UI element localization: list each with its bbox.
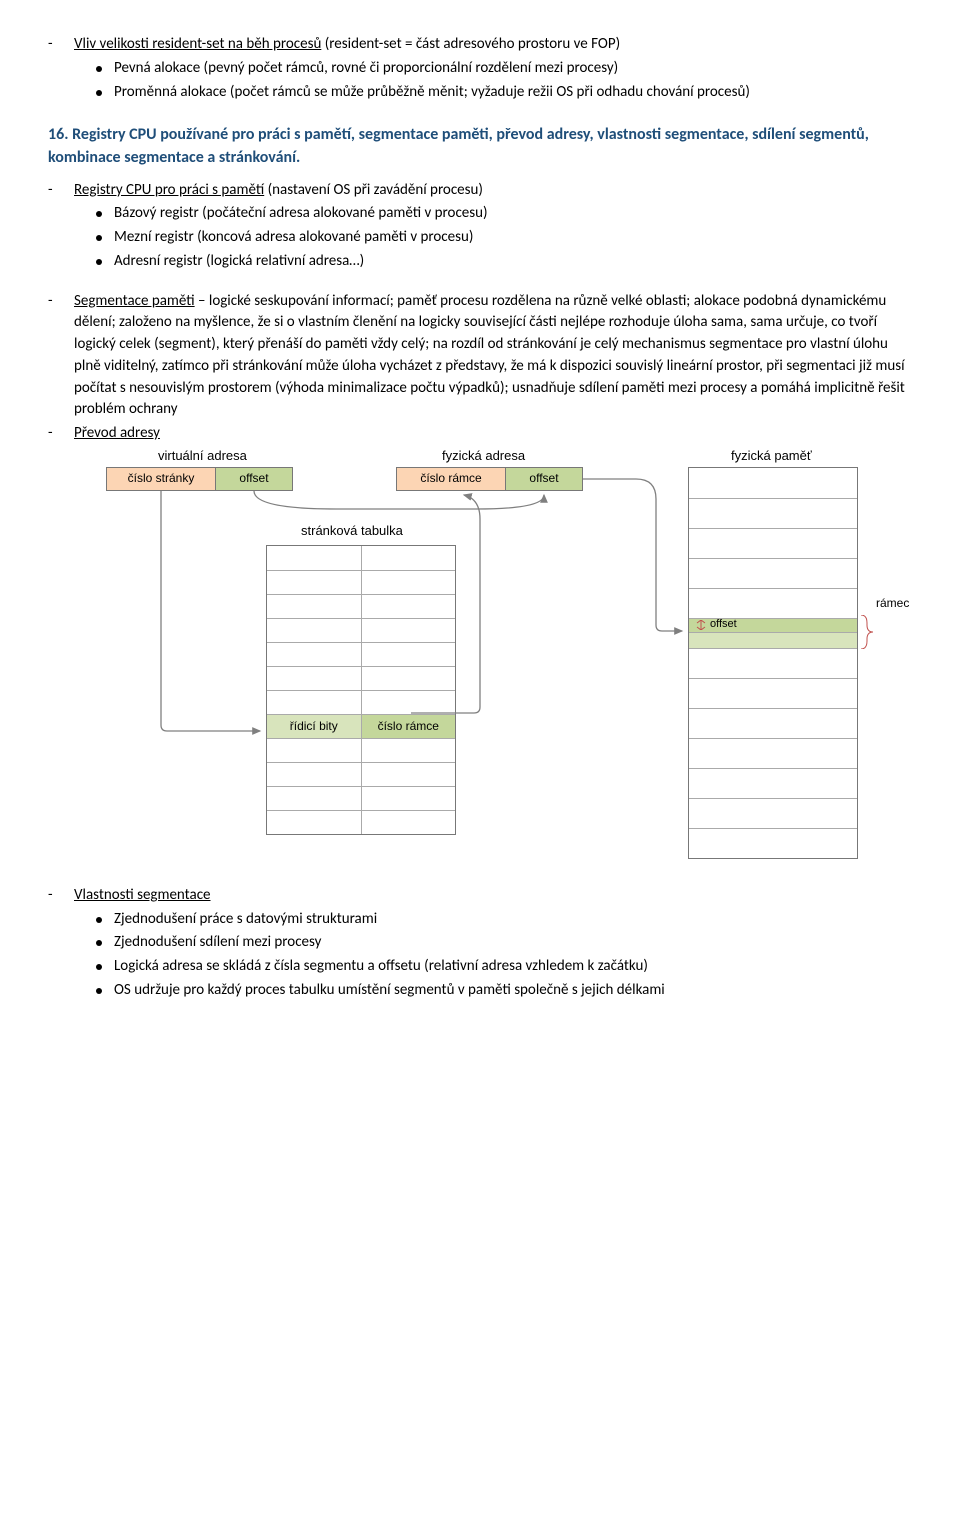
bullet-item: Bázový registr (počáteční adresa alokova… xyxy=(96,203,912,225)
registry-title: Registry CPU pro práci s pamětí xyxy=(74,181,264,199)
segmentace-title: Segmentace paměti xyxy=(74,292,195,310)
label-frame: rámec xyxy=(876,595,909,612)
registry-rest: (nastavení OS při zavádění procesu) xyxy=(264,181,483,199)
bullet-text: Zjednodušení práce s datovými strukturam… xyxy=(114,909,377,931)
vlastnosti-bullets: Zjednodušení práce s datovými strukturam… xyxy=(74,909,912,1002)
dash-marker: - xyxy=(48,291,58,313)
bullet-text: Mezní registr (koncová adresa alokované … xyxy=(114,227,473,249)
bullet-item: OS udržuje pro každý proces tabulku umís… xyxy=(96,980,912,1002)
bullet-icon xyxy=(96,964,102,970)
bullet-text: Pevná alokace (pevný počet rámců, rovné … xyxy=(114,58,618,80)
vlastnosti-title: Vlastnosti segmentace xyxy=(74,886,211,904)
list-body: Převod adresy xyxy=(74,423,912,445)
bullet-icon xyxy=(96,988,102,994)
bullet-text: Bázový registr (počáteční adresa alokova… xyxy=(114,203,488,225)
bullet-item: Pevná alokace (pevný počet rámců, rovné … xyxy=(96,58,912,80)
list-item-segmentace: - Segmentace paměti – logické seskupován… xyxy=(48,291,912,422)
list-item-prevod: - Převod adresy xyxy=(48,423,912,445)
registry-bullets: Bázový registr (počáteční adresa alokova… xyxy=(74,203,912,272)
bullet-icon xyxy=(96,90,102,96)
arrows-overlay xyxy=(76,447,880,871)
list-body: Segmentace paměti – logické seskupování … xyxy=(74,291,912,422)
address-translation-diagram: virtuální adresa fyzická adresa fyzická … xyxy=(76,447,880,871)
bullet-icon xyxy=(96,211,102,217)
bullet-icon xyxy=(96,259,102,265)
bullet-item: Adresní registr (logická relativní adres… xyxy=(96,251,912,273)
bullet-text: Adresní registr (logická relativní adres… xyxy=(114,251,364,273)
list-body: Registry CPU pro práci s pamětí (nastave… xyxy=(74,180,912,275)
bullet-item: Proměnná alokace (počet rámců se může pr… xyxy=(96,82,912,104)
bullet-text: Zjednodušení sdílení mezi procesy xyxy=(114,932,321,954)
resident-set-title: Vliv velikosti resident-set na běh proce… xyxy=(74,35,321,53)
bullet-icon xyxy=(96,235,102,241)
bullet-item: Zjednodušení sdílení mezi procesy xyxy=(96,932,912,954)
bullet-item: Logická adresa se skládá z čísla segment… xyxy=(96,956,912,978)
dash-marker: - xyxy=(48,885,58,907)
bullet-item: Mezní registr (koncová adresa alokované … xyxy=(96,227,912,249)
resident-set-rest: (resident-set = část adresového prostoru… xyxy=(321,35,620,53)
bullet-text: OS udržuje pro každý proces tabulku umís… xyxy=(114,980,665,1002)
bullet-item: Zjednodušení práce s datovými strukturam… xyxy=(96,909,912,931)
list-body: Vliv velikosti resident-set na běh proce… xyxy=(74,34,912,105)
segmentace-body: – logické seskupování informací; paměť p… xyxy=(74,292,905,419)
dash-marker: - xyxy=(48,34,58,56)
list-item-registry: - Registry CPU pro práci s pamětí (nasta… xyxy=(48,180,912,275)
list-item-resident-set: - Vliv velikosti resident-set na běh pro… xyxy=(48,34,912,105)
dash-marker: - xyxy=(48,180,58,202)
bullet-icon xyxy=(96,66,102,72)
section-heading-16: 16. Registry CPU používané pro práci s p… xyxy=(48,123,912,169)
bullet-text: Proměnná alokace (počet rámců se může pr… xyxy=(114,82,750,104)
list-item-vlastnosti: - Vlastnosti segmentace Zjednodušení prá… xyxy=(48,885,912,1004)
bullet-icon xyxy=(96,917,102,923)
dash-marker: - xyxy=(48,423,58,445)
bullet-icon xyxy=(96,940,102,946)
bullet-text: Logická adresa se skládá z čísla segment… xyxy=(114,956,648,978)
resident-set-bullets: Pevná alokace (pevný počet rámců, rovné … xyxy=(74,58,912,104)
list-body: Vlastnosti segmentace Zjednodušení práce… xyxy=(74,885,912,1004)
prevod-title: Převod adresy xyxy=(74,424,160,442)
